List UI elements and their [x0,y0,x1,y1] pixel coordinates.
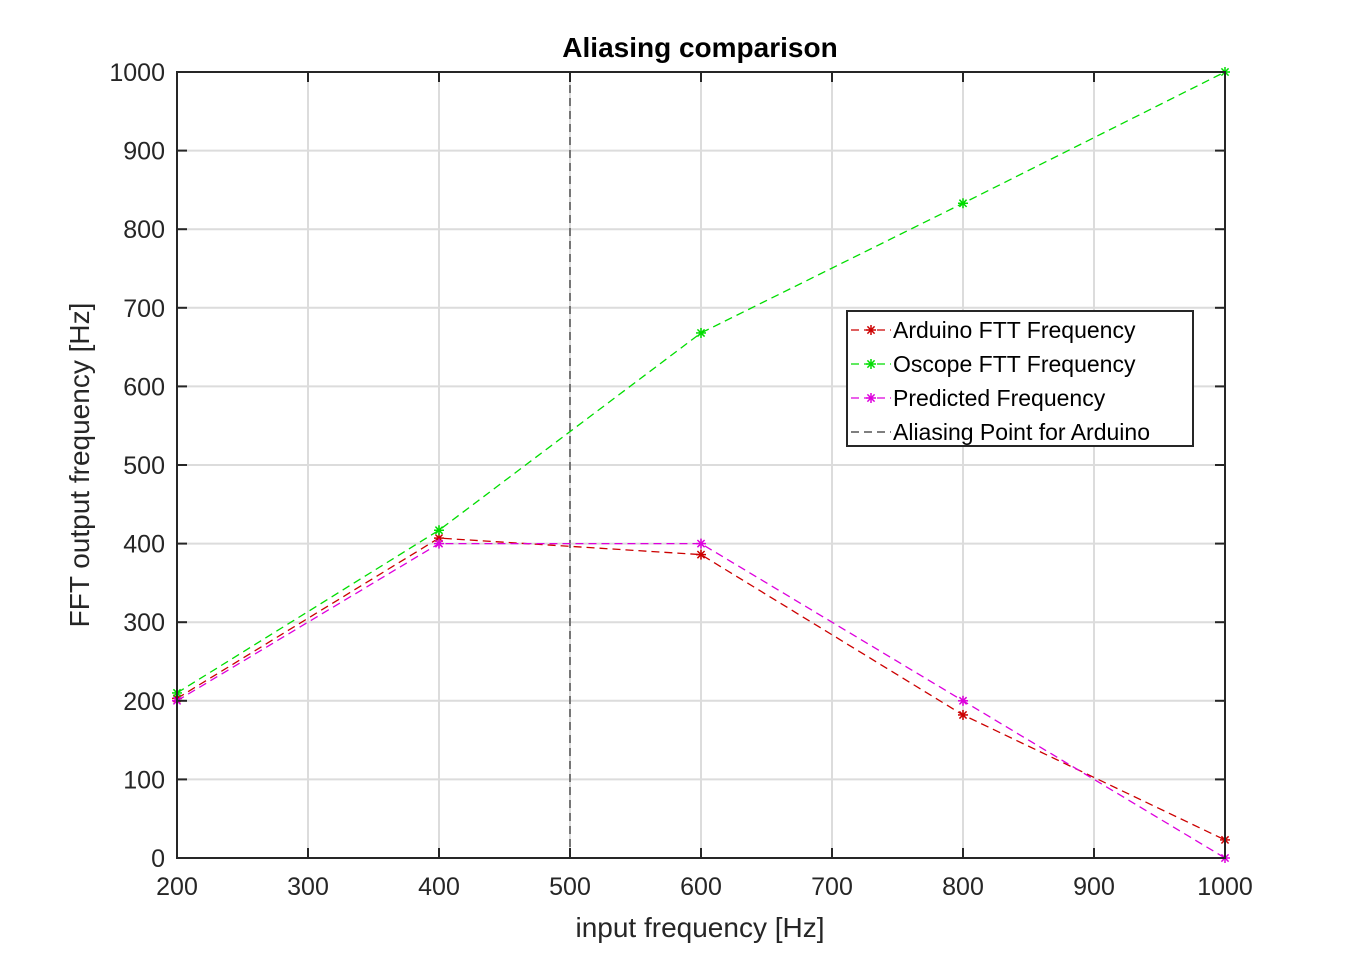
legend-item: Arduino FTT Frequency [851,317,1136,343]
data-point [434,525,444,536]
data-point [696,538,706,549]
y-tick-label: 200 [123,688,165,716]
y-tick-label: 500 [123,452,165,480]
x-tick-label: 400 [418,873,460,901]
y-tick-label: 100 [123,766,165,794]
x-tick-label: 1000 [1197,873,1253,901]
legend-label: Predicted Frequency [893,385,1106,411]
x-tick-label: 900 [1073,873,1115,901]
legend-item: Oscope FTT Frequency [851,351,1136,377]
data-point [696,327,706,338]
x-tick-labels: 200 300 400 500 600 700 800 900 1000 [156,873,1253,901]
legend-items: Arduino FTT Frequency Oscope FTT Frequenc… [851,317,1150,445]
x-tick-label: 800 [942,873,984,901]
x-tick-label: 200 [156,873,198,901]
legend-marker [866,325,876,335]
data-point [958,198,968,209]
y-tick-labels: 0 100 200 300 400 500 600 700 800 900 1000 [109,59,165,873]
legend-label: Oscope FTT Frequency [893,351,1136,377]
tick-marks [176,71,1226,859]
data-point [958,709,968,720]
legend-box [846,310,1194,447]
legend-label: Arduino FTT Frequency [893,317,1136,343]
data-point [696,549,706,560]
legend-marker [866,359,876,369]
x-tick-label: 700 [811,873,853,901]
y-tick-label: 900 [123,138,165,166]
y-tick-label: 300 [123,609,165,637]
legend-item: Aliasing Point for Arduino [851,419,1150,445]
data-point [958,695,968,706]
legend: Arduino FTT Frequency Oscope FTT Frequenc… [846,310,1194,447]
x-tick-label: 300 [287,873,329,901]
y-tick-label: 700 [123,295,165,323]
y-tick-label: 400 [123,531,165,559]
legend-marker [866,393,876,403]
data-point [434,538,444,549]
y-tick-label: 0 [151,845,165,873]
x-tick-label: 500 [549,873,591,901]
x-axis-label: input frequency [Hz] [575,912,824,943]
legend-item: Predicted Frequency [851,385,1106,411]
y-tick-label: 1000 [109,59,165,87]
x-tick-label: 600 [680,873,722,901]
chart-title: Aliasing comparison [562,32,837,63]
legend-label: Aliasing Point for Arduino [893,419,1150,445]
y-axis-label: FFT output frequency [Hz] [64,303,95,628]
y-tick-label: 800 [123,216,165,244]
y-tick-label: 600 [123,373,165,401]
